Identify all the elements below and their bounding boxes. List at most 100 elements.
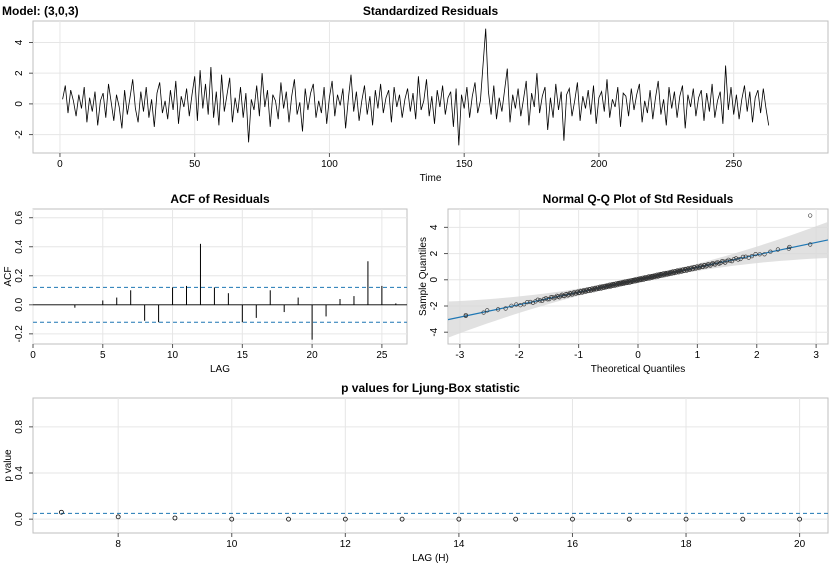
- y-axis-label: Sample Quantiles: [418, 237, 429, 316]
- qq-point: [535, 297, 540, 302]
- qq-point: [762, 252, 767, 257]
- qq-point: [588, 288, 594, 293]
- y-tick-label: 4: [429, 224, 440, 230]
- y-tick-label: 0.2: [14, 268, 25, 282]
- x-tick-label: 8: [115, 539, 121, 550]
- qq-point: [768, 249, 773, 254]
- p-value-point: [58, 509, 64, 515]
- qq-point: [703, 264, 709, 269]
- p-value-point: [342, 516, 348, 522]
- x-tick-label: 2: [754, 350, 760, 361]
- qq-point: [787, 244, 792, 250]
- p-value-point: [172, 515, 178, 521]
- qq-point: [731, 257, 737, 262]
- y-tick-label: 4: [14, 39, 25, 45]
- x-tick-label: 25: [376, 350, 388, 361]
- x-tick-label: 150: [456, 159, 473, 170]
- y-tick-label: 2: [429, 250, 440, 256]
- acf-panel: 0 5 10 15 20 25 -0.2 0.0 0.2 0.4 0.6 ACF of Residua…: [3, 192, 408, 375]
- y-tick-label: 2: [14, 70, 25, 76]
- p-value-point: [513, 516, 519, 522]
- qq-point: [753, 252, 758, 257]
- y-tick-label: 0: [429, 277, 440, 283]
- ljung-box-panel: 8 10 12 14 16 18 20 0.0 0.4 0.8 p values for Ljung…: [3, 381, 829, 564]
- x-tick-label: 14: [453, 539, 465, 550]
- qq-point: [727, 258, 733, 263]
- qq-point: [775, 247, 781, 252]
- chart-title: p values for Ljung-Box statistic: [341, 381, 520, 395]
- y-tick-label: 0.4: [14, 466, 25, 480]
- qq-point: [545, 297, 550, 302]
- chart-title: ACF of Residuals: [170, 192, 270, 206]
- qq-point: [518, 303, 523, 308]
- p-value-point: [286, 516, 291, 522]
- p-value-point: [683, 516, 689, 522]
- qq-point: [521, 302, 527, 307]
- x-tick-label: 1: [695, 350, 701, 361]
- p-value-point: [570, 516, 575, 522]
- y-axis-label: p value: [3, 449, 14, 482]
- x-tick-label: 10: [226, 539, 238, 550]
- qq-point: [707, 262, 712, 267]
- x-tick-label: -2: [515, 350, 524, 361]
- y-axis-label: ACF: [3, 267, 14, 287]
- x-tick-label: 0: [57, 159, 63, 170]
- p-value-point: [626, 516, 632, 522]
- residuals-panel: 0 50 100 150 200 250 -2 0 2 4 Standardized Residua…: [14, 4, 829, 184]
- qq-point: [496, 307, 501, 312]
- qq-point: [485, 308, 490, 313]
- x-tick-label: 15: [237, 350, 249, 361]
- qq-point: [481, 310, 486, 315]
- plot-frame: [32, 397, 829, 534]
- chart-title: Standardized Residuals: [363, 4, 499, 18]
- qq-panel: -3 -2 -1 0 1 2 3 -4 -2 0 2 4 Normal Q-Q Plot of Std …: [418, 192, 829, 375]
- chart-title: Normal Q-Q Plot of Std Residuals: [543, 192, 734, 206]
- x-tick-label: 200: [591, 159, 608, 170]
- qq-point: [749, 254, 755, 259]
- qq-point: [463, 313, 468, 318]
- p-value-point: [456, 516, 462, 522]
- x-tick-label: 20: [794, 539, 806, 550]
- qq-point: [738, 256, 743, 262]
- qq-point: [528, 299, 533, 305]
- y-tick-label: 0.8: [14, 419, 25, 433]
- qq-point: [503, 306, 508, 311]
- p-value-point: [399, 516, 405, 522]
- x-tick-label: 20: [307, 350, 319, 361]
- x-tick-label: 16: [567, 539, 579, 550]
- x-tick-label: 10: [167, 350, 179, 361]
- x-axis-label: Time: [420, 173, 442, 184]
- qq-point: [570, 291, 576, 296]
- x-tick-label: 0: [635, 350, 641, 361]
- x-tick-label: 18: [680, 539, 692, 550]
- x-axis-label: Theoretical Quantiles: [591, 364, 686, 375]
- x-tick-label: 250: [725, 159, 742, 170]
- qq-point: [697, 264, 703, 269]
- y-tick-label: -2: [429, 301, 440, 310]
- x-tick-label: -1: [574, 350, 583, 361]
- y-tick-label: 0.0: [14, 512, 25, 526]
- plot-frame: [32, 208, 408, 345]
- y-tick-label: -0.2: [14, 325, 25, 343]
- qq-point: [525, 300, 530, 305]
- x-tick-label: 100: [321, 159, 338, 170]
- p-value-point: [740, 516, 746, 522]
- qq-point: [537, 298, 543, 303]
- y-tick-label: 0: [14, 101, 25, 107]
- qq-point: [743, 254, 748, 259]
- y-tick-label: 0.4: [14, 239, 25, 253]
- x-axis-label: LAG (H): [412, 553, 449, 564]
- model-label: Model: (3,0,3): [2, 4, 79, 18]
- x-tick-label: 50: [189, 159, 201, 170]
- p-value-point: [229, 516, 235, 522]
- y-tick-label: 0.0: [14, 297, 25, 311]
- p-value-point: [115, 514, 121, 520]
- qq-point: [715, 260, 720, 265]
- qq-point: [808, 242, 813, 247]
- qq-point: [736, 257, 741, 262]
- qq-point: [733, 256, 739, 261]
- p-value-point: [797, 516, 803, 522]
- residual-series-line: [62, 28, 770, 146]
- x-axis-label: LAG: [210, 364, 230, 375]
